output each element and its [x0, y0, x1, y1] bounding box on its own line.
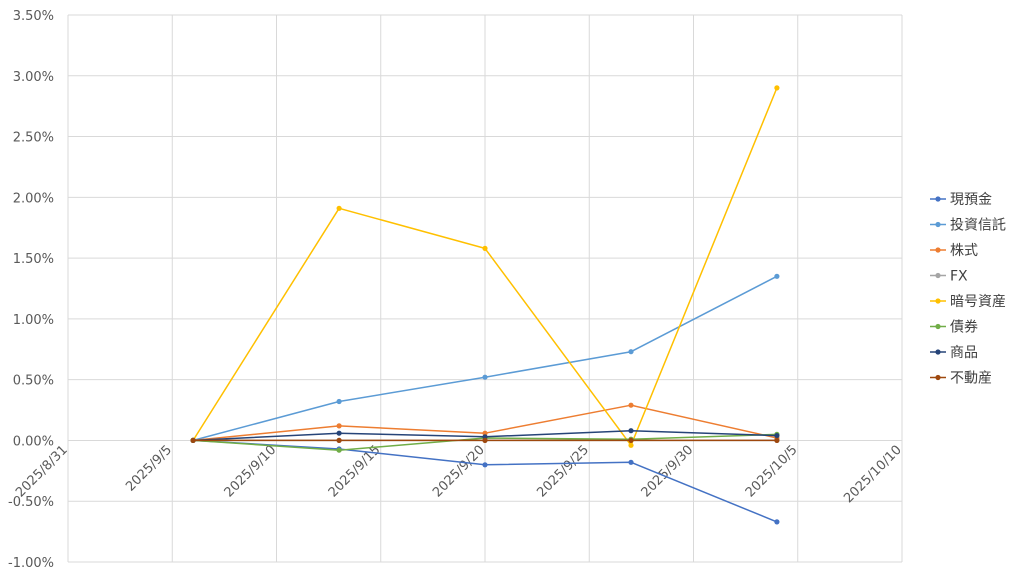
x-tick-label: 2025/9/20	[430, 443, 488, 501]
data-point	[774, 273, 780, 279]
data-point	[628, 442, 634, 448]
data-point	[774, 519, 780, 525]
series-lines	[190, 85, 780, 525]
x-tick-label: 2025/9/25	[534, 443, 592, 501]
data-point	[628, 437, 634, 443]
gridlines	[67, 14, 903, 563]
x-tick-label: 2025/9/30	[639, 443, 697, 501]
data-point	[336, 423, 342, 429]
legend-item: 不動産	[930, 371, 992, 387]
legend-marker	[935, 272, 941, 279]
data-point	[628, 402, 634, 408]
legend-label: 不動産	[950, 371, 992, 387]
legend-label: 株式	[950, 243, 978, 259]
data-point	[482, 430, 488, 436]
legend-marker	[935, 221, 941, 228]
legend-label: 暗号資産	[950, 294, 1006, 310]
legend-marker	[935, 298, 941, 304]
legend-item: 投資信託	[930, 218, 1006, 234]
axes: -1.00% -0.50% 0.00% 0.50% 1.00% 1.50% 2.00% 2.5…	[8, 9, 905, 571]
y-tick-label: 0.00%	[13, 434, 54, 449]
legend-item: 債券	[930, 320, 978, 336]
data-point	[482, 245, 488, 251]
legend-label: 現預金	[950, 192, 992, 208]
data-point	[774, 437, 780, 443]
y-tick-label: 1.00%	[13, 313, 54, 328]
data-point	[336, 398, 342, 405]
data-point	[336, 447, 342, 453]
y-tick-label: 2.50%	[13, 131, 54, 146]
legend-marker	[935, 247, 941, 253]
legend-marker	[935, 196, 941, 202]
data-point	[482, 462, 488, 468]
y-tick-label: 3.50%	[13, 9, 54, 24]
data-point	[628, 428, 634, 434]
legend-label: 商品	[950, 345, 978, 361]
legend-item: FX	[930, 269, 968, 285]
legend-item: 暗号資産	[930, 294, 1006, 310]
data-point	[336, 205, 342, 211]
x-tick-label: 2025/10/10	[841, 443, 905, 507]
y-tick-label: 1.50%	[13, 252, 54, 267]
legend-label: 投資信託	[950, 218, 1006, 234]
x-tick-label: 2025/8/31	[13, 443, 71, 501]
y-tick-label: -0.50%	[8, 495, 54, 510]
y-tick-label: -1.00%	[8, 556, 54, 571]
legend-marker	[935, 374, 941, 381]
x-tick-label: 2025/10/5	[743, 443, 801, 501]
data-point	[482, 434, 488, 440]
data-point	[628, 349, 634, 355]
data-point	[336, 430, 342, 436]
y-tick-label: 3.00%	[13, 70, 54, 85]
series	[190, 437, 780, 443]
legend-marker	[935, 323, 941, 330]
x-tick-label: 2025/9/10	[222, 443, 280, 501]
legend-item: 商品	[930, 345, 978, 361]
legend-label: 債券	[950, 320, 978, 336]
legend-item: 現預金	[930, 192, 992, 208]
data-point	[628, 459, 634, 465]
data-point	[336, 437, 342, 443]
data-point	[774, 433, 780, 439]
data-point	[774, 85, 780, 91]
legend-label: FX	[950, 269, 968, 285]
y-tick-label: 0.50%	[13, 374, 54, 389]
legend-item: 株式	[930, 243, 978, 259]
data-point	[482, 437, 488, 443]
x-tick-label: 2025/9/5	[123, 443, 175, 495]
y-tick-label: 2.00%	[13, 191, 54, 206]
data-point	[190, 437, 196, 443]
legend-marker	[935, 349, 941, 355]
data-point	[482, 374, 488, 380]
